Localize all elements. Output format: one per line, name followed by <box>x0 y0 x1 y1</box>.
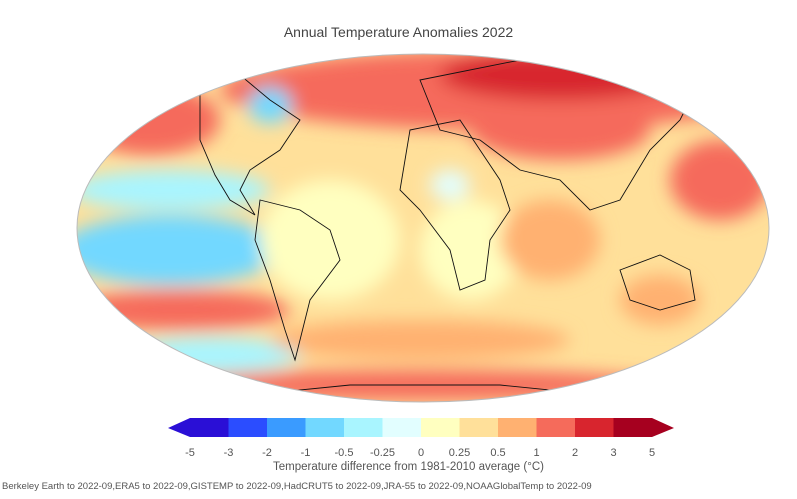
colorbar-segment <box>228 418 268 437</box>
anomaly-map <box>76 53 770 403</box>
colorbar-segment <box>536 418 576 437</box>
colorbar-tick-label: -1 <box>300 447 311 459</box>
colorbar-tick-label: 2 <box>571 447 579 459</box>
colorbar-segment <box>498 418 537 437</box>
colorbar-tick-label: 0 <box>417 447 425 459</box>
colorbar-tick-label: -0.5 <box>334 447 354 459</box>
colorbar-segment <box>613 418 674 437</box>
colorbar-tick-label: 0.5 <box>490 447 506 459</box>
colorbar-tick-label: 5 <box>648 447 656 459</box>
colorbar-segment <box>382 418 422 437</box>
colorbar-tick-label: -2 <box>262 447 272 459</box>
colorbar-segment <box>421 418 460 437</box>
map-border <box>76 53 770 403</box>
colorbar-tick-label: 1 <box>533 447 540 459</box>
colorbar-segment <box>575 418 614 437</box>
colorbar-tick-label: -3 <box>223 447 234 459</box>
colorbar-tick-label: -5 <box>185 447 195 459</box>
colorbar <box>168 418 674 437</box>
data-sources-footer: Berkeley Earth to 2022-09,ERA5 to 2022-0… <box>2 481 592 492</box>
colorbar-label: Temperature difference from 1981-2010 av… <box>273 461 544 473</box>
chart-title: Annual Temperature Anomalies 2022 <box>283 24 514 40</box>
colorbar-tick-label: -0.25 <box>369 447 396 459</box>
colorbar-segment <box>344 418 383 437</box>
colorbar-tick-label: 3 <box>610 447 617 459</box>
colorbar-segment <box>267 418 306 437</box>
colorbar-segment <box>305 418 345 437</box>
colorbar-segment <box>168 418 229 437</box>
colorbar-tick-label: 0.25 <box>448 447 471 459</box>
colorbar-segment <box>459 418 499 437</box>
